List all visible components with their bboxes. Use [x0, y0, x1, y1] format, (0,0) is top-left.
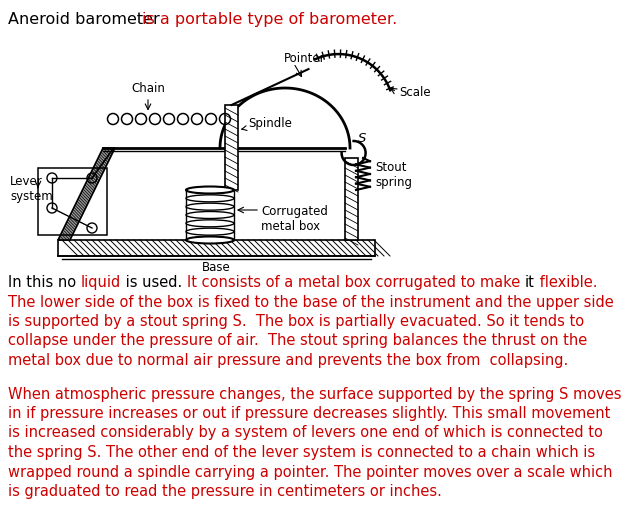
Text: is graduated to read the pressure in centimeters or inches.: is graduated to read the pressure in cen…: [8, 484, 442, 499]
Polygon shape: [58, 148, 115, 240]
Text: Spindle: Spindle: [242, 117, 292, 130]
Text: liquid: liquid: [81, 275, 121, 290]
Polygon shape: [225, 105, 238, 190]
Text: S: S: [358, 131, 366, 145]
Text: The lower side of the box is fixed to the base of the instrument and the upper s: The lower side of the box is fixed to th…: [8, 295, 614, 310]
Text: flexible.: flexible.: [535, 275, 597, 290]
Text: is supported by a stout spring S.  The box is partially evacuated. So it tends t: is supported by a stout spring S. The bo…: [8, 314, 584, 329]
Ellipse shape: [186, 220, 234, 227]
Polygon shape: [345, 158, 358, 240]
Text: is increased considerably by a system of levers one end of which is connected to: is increased considerably by a system of…: [8, 426, 603, 440]
Polygon shape: [58, 240, 375, 256]
Text: wrapped round a spindle carrying a pointer.: wrapped round a spindle carrying a point…: [8, 464, 334, 480]
Text: When atmospheric pressure changes, the surface supported by the spring S moves: When atmospheric pressure changes, the s…: [8, 386, 622, 402]
Text: metal box due to normal air pressure and prevents the box from  collapsing.: metal box due to normal air pressure and…: [8, 353, 568, 368]
Text: Stout
spring: Stout spring: [375, 161, 412, 189]
Text: is used.: is used.: [121, 275, 187, 290]
Text: The pointer moves over a scale which: The pointer moves over a scale which: [334, 464, 613, 480]
Text: Pointer: Pointer: [284, 52, 325, 65]
Ellipse shape: [186, 187, 234, 193]
Text: Corrugated
metal box: Corrugated metal box: [261, 205, 328, 233]
Text: is a portable type of barometer.: is a portable type of barometer.: [142, 12, 398, 27]
Text: Aneroid barometer: Aneroid barometer: [8, 12, 165, 27]
Text: Base: Base: [202, 261, 231, 274]
Text: Scale: Scale: [399, 85, 431, 99]
Ellipse shape: [186, 236, 234, 243]
Text: the spring S. The other end of the lever system is connected to a chain which is: the spring S. The other end of the lever…: [8, 445, 595, 460]
Ellipse shape: [186, 195, 234, 202]
Text: It consists of a metal box corrugated to make: It consists of a metal box corrugated to…: [187, 275, 525, 290]
Text: collapse under the pressure of air.  The stout spring balances the thrust on the: collapse under the pressure of air. The …: [8, 333, 587, 349]
Text: in if pressure increases or out if pressure decreases slightly. This small movem: in if pressure increases or out if press…: [8, 406, 610, 421]
Ellipse shape: [186, 228, 234, 235]
Text: Chain: Chain: [131, 82, 165, 95]
Ellipse shape: [186, 203, 234, 210]
Text: In this no: In this no: [8, 275, 81, 290]
Text: it: it: [525, 275, 535, 290]
Ellipse shape: [186, 211, 234, 218]
Text: Lever
system: Lever system: [10, 175, 53, 203]
